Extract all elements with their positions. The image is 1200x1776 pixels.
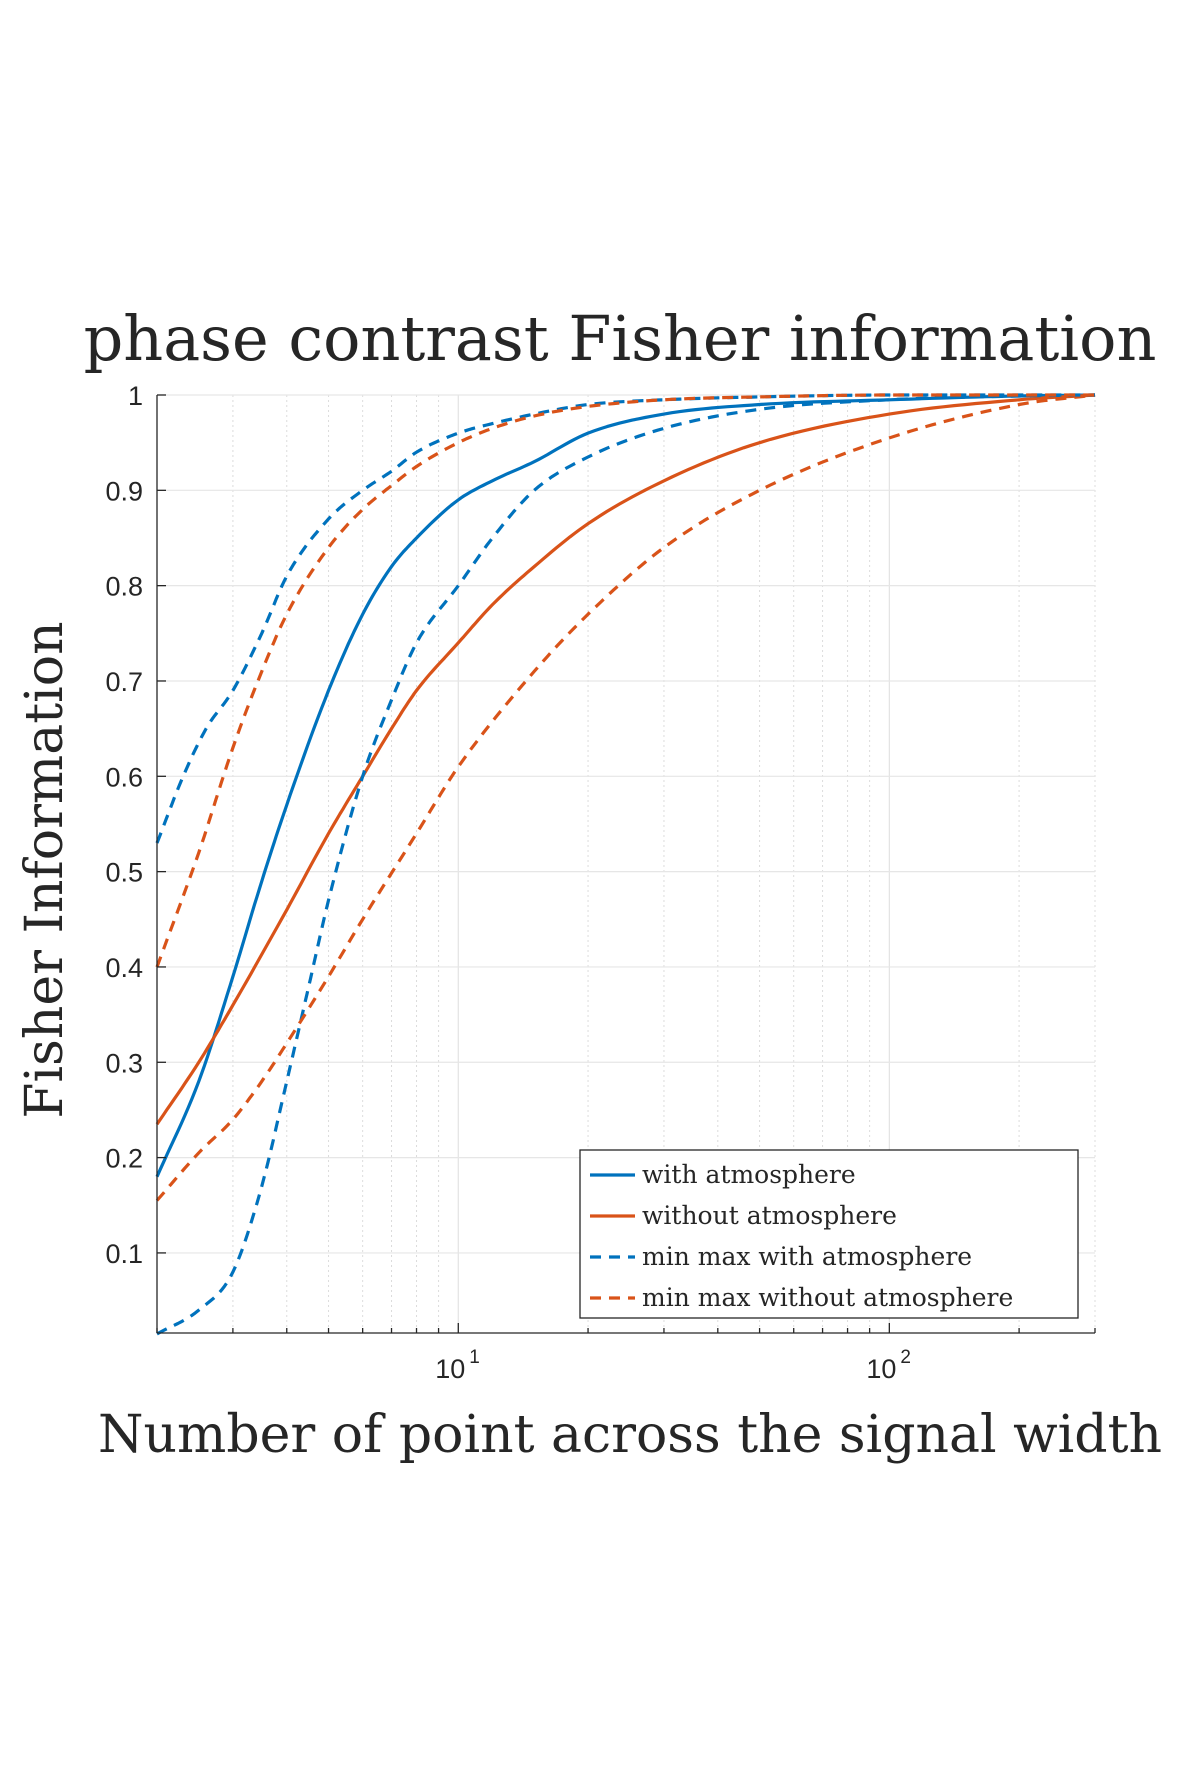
x-tick-label: 10 [435, 1354, 465, 1384]
y-tick-label: 0.3 [105, 1048, 143, 1078]
legend-box [579, 1149, 1079, 1319]
legend: with atmosphere without atmosphere min max… [579, 1149, 1079, 1319]
legend-label: without atmosphere [642, 1201, 897, 1230]
legend-label: min max without atmosphere [642, 1283, 1013, 1312]
y-tick-label: 0.5 [105, 858, 143, 888]
series-lines [155, 393, 1096, 1336]
y-tick-label: 0.8 [105, 572, 143, 602]
series-line-4 [155, 393, 1096, 1202]
chart-title: phase contrast Fisher information [84, 302, 1157, 375]
y-tick-label: 1 [128, 381, 143, 411]
y-tick-label: 0.4 [105, 953, 143, 983]
y-tick-label: 0.9 [105, 476, 143, 506]
x-tick-label: 10 [866, 1354, 896, 1384]
legend-label: min max with atmosphere [642, 1242, 972, 1271]
axes [156, 394, 1096, 1334]
series-line-5 [155, 393, 1095, 844]
y-tick-label: 0.2 [105, 1144, 143, 1174]
legend-label: with atmosphere [642, 1160, 856, 1189]
y-tick-label: 0.7 [105, 667, 143, 697]
series-line-1 [155, 393, 1096, 1178]
y-tick-label: 0.1 [105, 1239, 143, 1269]
series-line-2 [155, 393, 1096, 1126]
series-line-3 [156, 393, 1096, 1336]
x-axis-label: Number of point across the signal width [98, 1405, 1162, 1465]
y-tick-label: 0.6 [105, 762, 143, 792]
y-axis-label: Fisher Information [15, 621, 75, 1118]
x-tick-exponent: 2 [900, 1347, 911, 1368]
series-line-6 [155, 393, 1095, 968]
x-tick-exponent: 1 [469, 1347, 480, 1368]
legend-entries: with atmosphere without atmosphere min max… [590, 1160, 1013, 1312]
